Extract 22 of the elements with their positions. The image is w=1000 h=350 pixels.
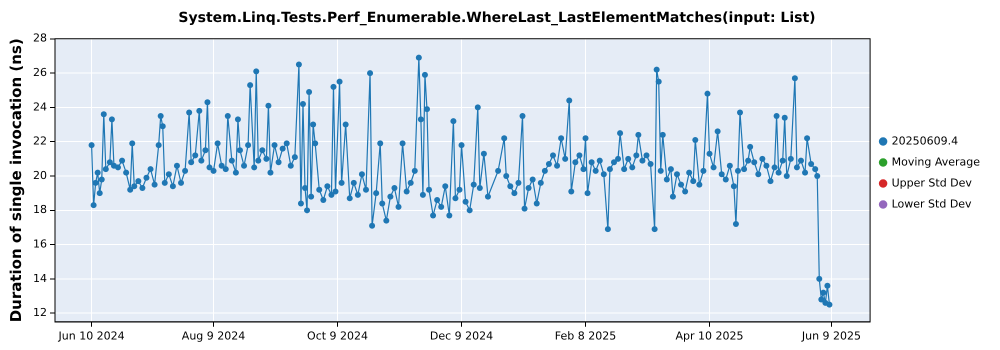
y-tick-label: 16 <box>32 237 47 250</box>
x-tick-label: Jun 10 2024 <box>58 329 125 342</box>
legend-label: Moving Average <box>892 155 980 168</box>
x-tick-label: Jun 9 2025 <box>800 329 862 342</box>
y-tick-label: 26 <box>32 66 47 79</box>
legend-label: 20250609.4 <box>892 134 958 148</box>
x-tick-label: Apr 10 2025 <box>676 329 744 342</box>
y-tick-label: 20 <box>32 168 47 182</box>
x-tick-label: Oct 9 2024 <box>307 329 368 342</box>
y-tick-label: 24 <box>32 100 47 114</box>
y-tick-label: 14 <box>32 272 47 285</box>
y-axis-title: Duration of single invocation (ns) <box>6 38 25 322</box>
y-tick-label: 18 <box>32 203 47 216</box>
chart-title: System.Linq.Tests.Perf_Enumerable.WhereLast_LastElementMatches(input: List) <box>178 10 816 26</box>
legend-label: Lower Std Dev <box>892 197 972 210</box>
x-tick-label: Dec 9 2024 <box>430 329 494 342</box>
legend-label: Upper Std Dev <box>892 176 972 190</box>
x-tick-label: Feb 8 2025 <box>554 329 616 342</box>
x-tick-label: Aug 9 2024 <box>182 329 246 342</box>
y-tick-label: 12 <box>32 306 47 320</box>
y-tick-label: 28 <box>32 32 47 45</box>
y-tick-label: 22 <box>32 134 47 148</box>
